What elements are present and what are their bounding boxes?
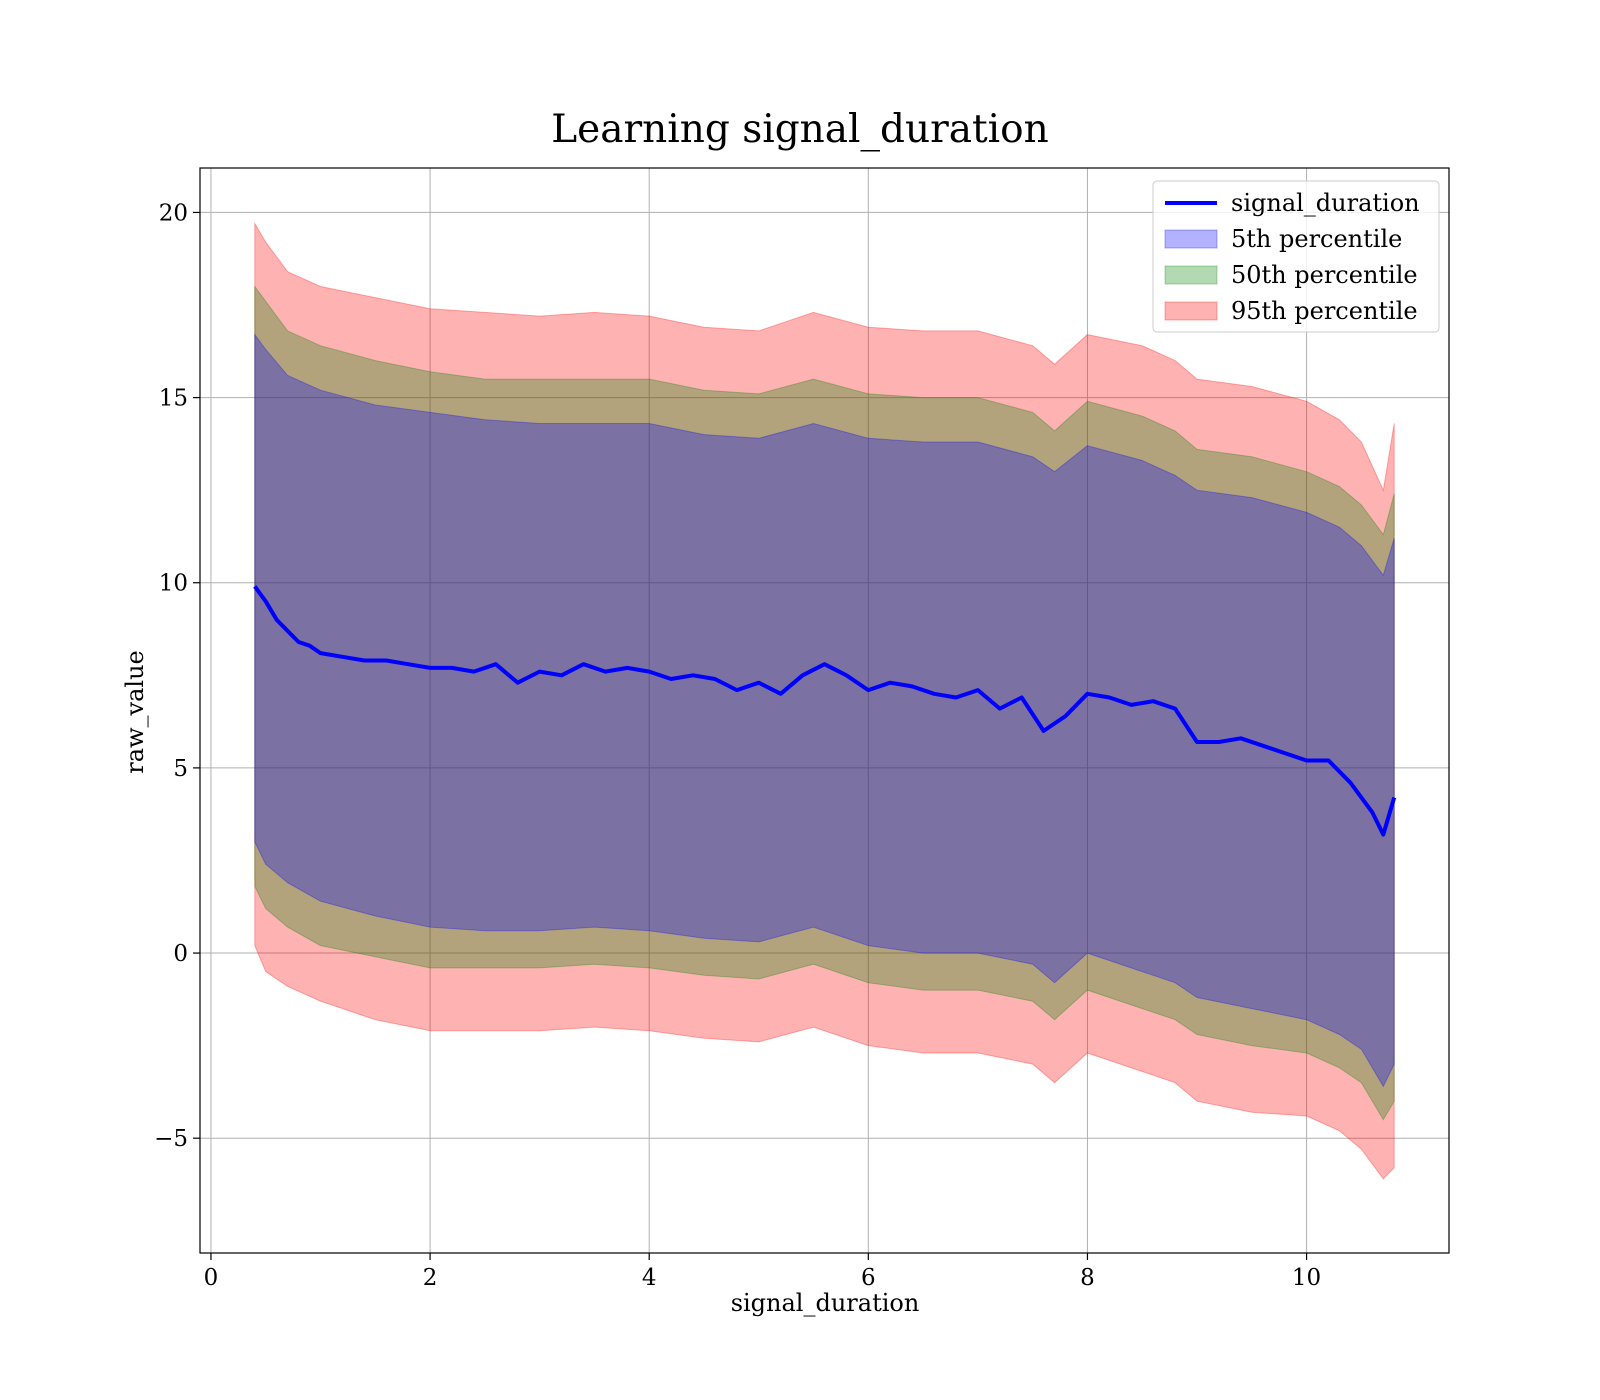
legend-box [1152, 180, 1440, 333]
x-tick-label: 8 [1080, 1265, 1095, 1291]
x-tick-label: 10 [1292, 1265, 1321, 1291]
band-5th-percentile [254, 333, 1395, 1088]
y-tick-label: 15 [159, 386, 188, 412]
x-tick-label: 2 [423, 1265, 438, 1291]
y-tick-label: 10 [159, 571, 188, 597]
y-tick-label: 0 [173, 941, 188, 967]
legend-label: 95th percentile [1231, 297, 1418, 325]
legend-label: signal_duration [1231, 189, 1420, 217]
x-tick-label: 0 [204, 1265, 219, 1291]
legend-label: 5th percentile [1231, 225, 1402, 253]
series-line-signal-duration [253, 585, 1397, 837]
y-tick-label: −5 [154, 1126, 188, 1152]
plot-frame [199, 167, 1450, 1254]
x-tick-label: 6 [861, 1265, 876, 1291]
x-tick-label: 4 [642, 1265, 657, 1291]
legend-swatch [1164, 265, 1218, 285]
y-axis-label: raw_value [121, 650, 149, 774]
chart-title: Learning signal_duration [551, 107, 1048, 152]
band-50th-percentile [254, 284, 1395, 1121]
band-layer [254, 221, 1395, 1180]
legend-swatch [1164, 301, 1218, 321]
legend: signal_duration 5th percentile 50th percen… [1152, 180, 1440, 333]
grid-layer [200, 168, 1449, 1253]
line-layer [253, 585, 1397, 837]
y-tick-label: 5 [173, 756, 188, 782]
tick-layer: 0 2 4 6 8 10 −5 0 5 10 15 20 [154, 200, 1321, 1291]
x-axis-label: signal_duration [731, 1289, 920, 1317]
legend-label: 50th percentile [1231, 261, 1418, 289]
legend-swatch [1164, 229, 1218, 249]
y-tick-label: 20 [159, 200, 188, 226]
band-95th-percentile [254, 221, 1395, 1180]
